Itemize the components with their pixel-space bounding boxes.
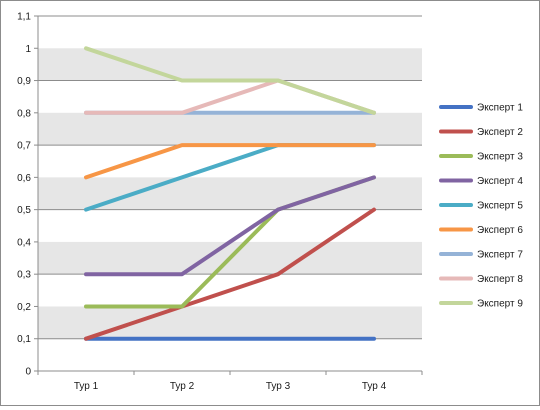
y-tick-label: 0,8 xyxy=(17,108,31,119)
x-axis-ticks: Тур 1 Тур 2 Тур 3 Тур 4 xyxy=(37,371,423,392)
series-line xyxy=(84,46,376,115)
y-tick-label: 0,2 xyxy=(17,302,31,313)
y-tick-label: 0,1 xyxy=(17,334,31,345)
legend-label: Эксперт 1 xyxy=(477,103,523,114)
y-tick-label: 0 xyxy=(25,367,31,378)
series-lines xyxy=(84,46,376,341)
y-tick-label: 1 xyxy=(25,44,31,55)
y-tick-label: 0,7 xyxy=(17,141,31,152)
y-tick-label: 0,9 xyxy=(17,76,31,87)
y-tick-label: 1,1 xyxy=(17,12,31,23)
legend: Эксперт 1 Эксперт 2 Эксперт 3 Эксперт 4 Эксп… xyxy=(439,103,523,310)
legend-label: Эксперт 3 xyxy=(477,152,523,163)
series-line xyxy=(84,175,376,277)
legend-label: Эксперт 2 xyxy=(477,127,523,138)
series-line xyxy=(84,207,376,341)
x-tick-label: Тур 1 xyxy=(74,381,99,392)
y-axis-ticks: 0 0,1 0,2 0,3 0,4 0,5 0,6 0,7 0,8 0,9 1 1,1 xyxy=(17,12,38,378)
legend-label: Эксперт 9 xyxy=(477,299,523,310)
legend-label: Эксперт 8 xyxy=(477,274,523,285)
plot-background xyxy=(38,48,422,339)
y-tick-label: 0,3 xyxy=(17,270,31,281)
x-tick-label: Тур 2 xyxy=(170,381,195,392)
plot-band xyxy=(38,112,422,146)
y-tick-label: 0,5 xyxy=(17,205,31,216)
y-tick-label: 0,4 xyxy=(17,237,31,248)
y-tick-label: 0,6 xyxy=(17,173,31,184)
series-line xyxy=(84,143,376,180)
legend-label: Эксперт 6 xyxy=(477,225,523,236)
x-tick-label: Тур 3 xyxy=(266,381,291,392)
x-tick-label: Тур 4 xyxy=(362,381,387,392)
legend-label: Эксперт 4 xyxy=(477,176,523,187)
legend-label: Эксперт 7 xyxy=(477,250,523,261)
legend-label: Эксперт 5 xyxy=(477,201,523,212)
